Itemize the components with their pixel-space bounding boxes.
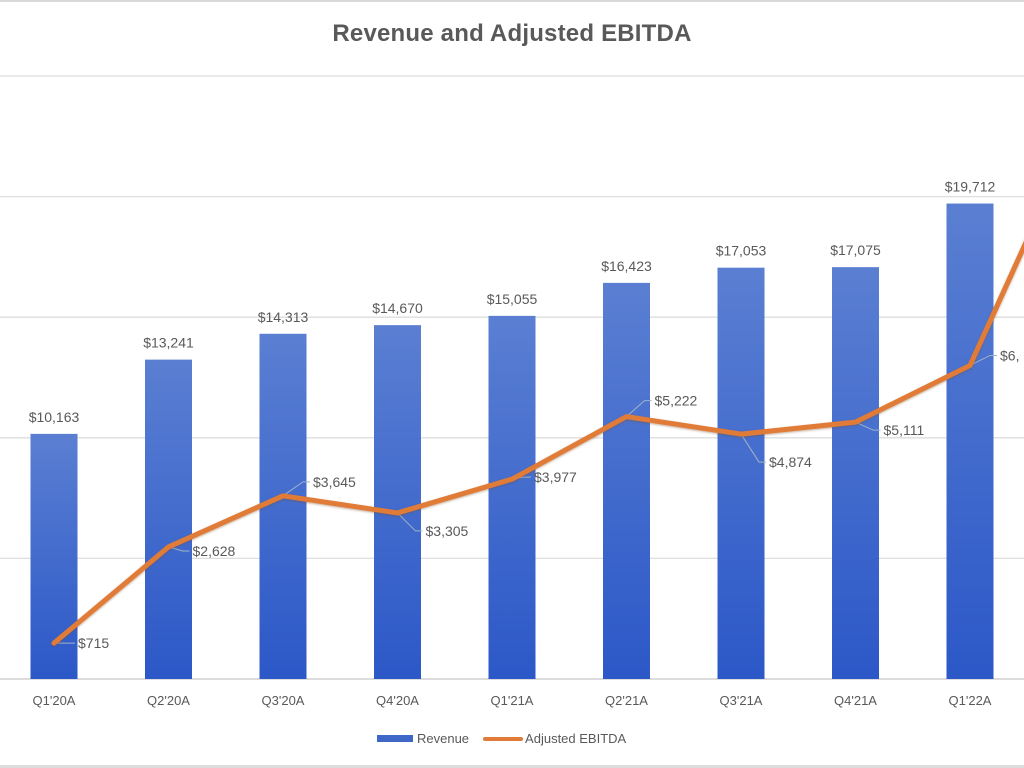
- data-label-revenue: $13,241: [143, 335, 194, 351]
- x-tick-label: Q4'21A: [834, 693, 877, 708]
- x-tick-label: Q4'20A: [376, 693, 419, 708]
- bar-revenue-q421a: [832, 267, 879, 679]
- bar-revenue-q320a: [259, 333, 307, 679]
- legend: Revenue Adjusted EBITDA: [377, 731, 640, 746]
- legend-label-revenue: Revenue: [417, 731, 470, 746]
- data-label-adjusted-ebitda: $2,628: [193, 543, 236, 559]
- leader-line: [168, 546, 190, 552]
- bar-revenue-q121a: [488, 315, 536, 679]
- bar-revenue-q420a: [374, 325, 421, 679]
- data-label-revenue: $14,670: [372, 300, 423, 316]
- bar-revenue-q321a: [717, 267, 765, 679]
- x-tick-label: Q2'21A: [605, 693, 648, 708]
- bar-revenue-q122a: [946, 203, 994, 679]
- data-label-revenue: $14,313: [258, 309, 309, 325]
- frame-top-border: [0, 0, 1024, 2]
- data-label-revenue: $17,053: [716, 243, 767, 259]
- frame-bottom-border: [0, 765, 1024, 768]
- leader-line: [626, 400, 652, 417]
- data-label-adjusted-ebitda: $3,305: [426, 523, 469, 539]
- leader-line: [969, 354, 997, 366]
- x-tick-label: Q1'21A: [491, 693, 534, 708]
- x-tick-label: Q1'20A: [33, 693, 76, 708]
- data-label-adjusted-ebitda: $4,874: [769, 454, 812, 470]
- data-label-adjusted-ebitda: $6,: [1000, 347, 1019, 363]
- x-tick-label: Q1'22A: [949, 693, 992, 708]
- x-tick-label: Q3'21A: [720, 693, 763, 708]
- leader-line: [397, 512, 423, 532]
- data-label-revenue: $10,163: [29, 409, 80, 425]
- legend-item-revenue[interactable]: Revenue: [377, 731, 469, 746]
- chart-title: Revenue and Adjusted EBITDA: [332, 20, 692, 47]
- bar-revenue-q220a: [145, 359, 192, 679]
- data-label-revenue: $16,423: [601, 258, 652, 274]
- data-label-adjusted-ebitda: $715: [78, 635, 109, 651]
- data-label-revenue: $19,712: [945, 179, 996, 195]
- legend-swatch-revenue: [377, 735, 413, 742]
- leader-line: [282, 481, 310, 497]
- data-label-adjusted-ebitda: $3,645: [313, 474, 356, 490]
- line-adjusted-ebitda: [51, 240, 1024, 646]
- data-label-adjusted-ebitda: $3,977: [534, 469, 577, 485]
- data-label-adjusted-ebitda: $5,222: [655, 393, 698, 409]
- bar-revenue-q221a: [603, 282, 650, 679]
- leader-line: [855, 421, 881, 431]
- x-tick-label: Q2'20A: [147, 693, 190, 708]
- x-tick-label: Q3'20A: [262, 693, 305, 708]
- leader-line: [740, 433, 766, 463]
- data-label-adjusted-ebitda: $5,111: [884, 422, 925, 438]
- legend-label-adjusted-ebitda: Adjusted EBITDA: [525, 731, 627, 746]
- data-label-revenue: $15,055: [487, 291, 538, 307]
- data-label-revenue: $17,075: [830, 242, 881, 258]
- legend-item-adjusted-ebitda[interactable]: Adjusted EBITDA: [483, 731, 626, 746]
- legend-swatch-adjusted-ebitda: [483, 736, 524, 741]
- bar-revenue-q120a: [30, 433, 78, 679]
